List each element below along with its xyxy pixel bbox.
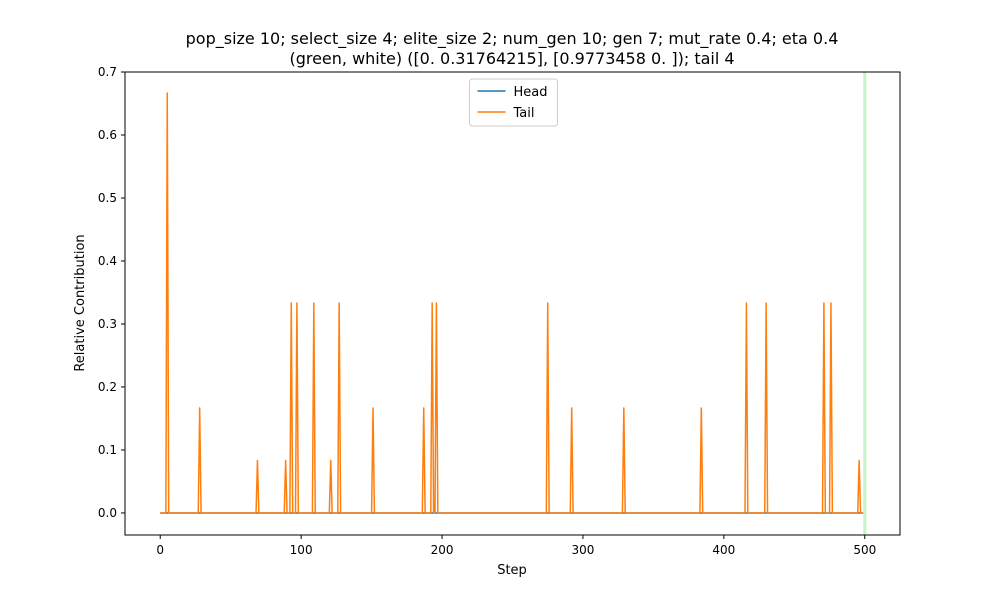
x-tick-label: 0 xyxy=(156,543,164,557)
plot-marks xyxy=(160,72,867,535)
x-tick-label: 500 xyxy=(853,543,876,557)
x-tick-label: 100 xyxy=(290,543,313,557)
chart-title-line-2: (green, white) ([0. 0.31764215], [0.9773… xyxy=(289,49,734,68)
y-tick-label: 0.5 xyxy=(98,191,117,205)
y-tick-label: 0.6 xyxy=(98,128,117,142)
legend-label-head: Head xyxy=(514,85,548,100)
y-tick-label: 0.4 xyxy=(98,254,117,268)
plot-frame xyxy=(124,71,901,536)
chart-title-line-1: pop_size 10; select_size 4; elite_size 2… xyxy=(186,29,839,49)
x-axis-label: Step xyxy=(497,563,527,578)
y-tick-label: 0.0 xyxy=(98,506,117,520)
x-tick-label: 200 xyxy=(431,543,454,557)
x-axis: 0 100 200 300 400 500 xyxy=(156,535,876,557)
y-tick-label: 0.2 xyxy=(98,380,117,394)
legend: Head Tail xyxy=(469,78,558,127)
x-tick-label: 300 xyxy=(572,543,595,557)
y-tick-label: 0.1 xyxy=(98,443,117,457)
y-tick-label: 0.7 xyxy=(98,65,117,79)
legend-label-tail: Tail xyxy=(513,106,535,121)
y-tick-label: 0.3 xyxy=(98,317,117,331)
y-axis-label: Relative Contribution xyxy=(73,234,88,371)
x-tick-label: 400 xyxy=(712,543,735,557)
series-line-tail xyxy=(160,92,865,514)
plot-area xyxy=(125,72,900,535)
y-axis: 0.0 0.1 0.2 0.3 0.4 0.5 0.6 0.7 xyxy=(98,65,125,520)
